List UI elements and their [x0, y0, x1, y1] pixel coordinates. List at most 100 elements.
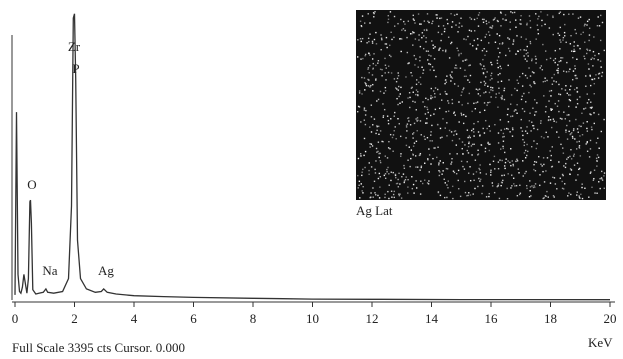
inset-dot [427, 137, 428, 138]
inset-dot [435, 87, 436, 88]
inset-dot [509, 131, 510, 132]
inset-dot [600, 15, 601, 16]
inset-dot [434, 147, 435, 148]
inset-dot [604, 50, 605, 51]
inset-dot [420, 46, 421, 47]
inset-dot [411, 33, 412, 34]
inset-dot [367, 69, 368, 70]
inset-dot [534, 161, 535, 162]
inset-dot [415, 118, 416, 119]
inset-dot [519, 76, 520, 77]
inset-dot [475, 160, 476, 161]
inset-dot [497, 48, 498, 49]
inset-dot [445, 50, 446, 51]
inset-dot [433, 48, 434, 49]
inset-dot [525, 101, 526, 102]
inset-dot [489, 164, 490, 165]
inset-dot [412, 31, 413, 32]
inset-dot [571, 169, 572, 170]
inset-dot [515, 27, 516, 28]
inset-dot [429, 154, 430, 155]
inset-dot [385, 90, 386, 91]
inset-dot [569, 89, 570, 90]
inset-dot [449, 153, 450, 154]
inset-dot [541, 65, 542, 66]
inset-dot [414, 142, 415, 143]
inset-dot [486, 23, 487, 24]
inset-dot [594, 93, 595, 94]
inset-dot [427, 158, 428, 159]
inset-dot [360, 38, 361, 39]
inset-dot [492, 87, 493, 88]
inset-dot [531, 86, 532, 87]
inset-dot [418, 66, 419, 67]
inset-dot [578, 18, 579, 19]
inset-dot [412, 188, 413, 189]
inset-dot [529, 15, 530, 16]
inset-dot [514, 88, 515, 89]
inset-dot [437, 89, 438, 90]
inset-dot [446, 197, 447, 198]
inset-dot [477, 101, 478, 102]
inset-dot [492, 185, 493, 186]
inset-dot [577, 163, 578, 164]
inset-dot [590, 148, 591, 149]
inset-dot [467, 79, 468, 80]
inset-dot [388, 120, 389, 121]
inset-dot [406, 176, 407, 177]
inset-dot [501, 160, 502, 161]
inset-dot [498, 161, 499, 162]
inset-dot [538, 156, 539, 157]
inset-dot [462, 141, 463, 142]
inset-dot [577, 99, 578, 100]
inset-dot [404, 168, 405, 169]
inset-dot [417, 120, 418, 121]
inset-dot [575, 106, 576, 107]
inset-dot [366, 85, 367, 86]
inset-dot [410, 124, 411, 125]
inset-dot [403, 21, 404, 22]
inset-dot [418, 82, 419, 83]
inset-dot [430, 95, 431, 96]
inset-dot [394, 191, 395, 192]
inset-dot [359, 197, 360, 198]
inset-dot [522, 131, 523, 132]
inset-dot [394, 197, 395, 198]
inset-dot [428, 148, 429, 149]
inset-dot [440, 195, 441, 196]
inset-dot [568, 14, 569, 15]
inset-dot [459, 138, 460, 139]
inset-dot [550, 182, 551, 183]
inset-dot [520, 19, 521, 20]
inset-dot [399, 38, 400, 39]
inset-dot [444, 179, 445, 180]
inset-dot [602, 72, 603, 73]
inset-dot [577, 103, 578, 104]
inset-dot [368, 79, 369, 80]
inset-dot [599, 178, 600, 179]
inset-dot [566, 62, 567, 63]
inset-dot [570, 194, 571, 195]
inset-dot [415, 166, 416, 167]
inset-dot [485, 91, 486, 92]
inset-dot [409, 146, 410, 147]
inset-dot [568, 94, 569, 95]
inset-dot [585, 75, 586, 76]
inset-dot [437, 147, 438, 148]
inset-dot [465, 116, 466, 117]
inset-dot [474, 30, 475, 31]
inset-dot [515, 161, 516, 162]
inset-dot [482, 59, 483, 60]
inset-label: Ag Lat [356, 203, 393, 218]
inset-dot [488, 196, 489, 197]
inset-dot [486, 20, 487, 21]
inset-dot [522, 108, 523, 109]
inset-dot [579, 196, 580, 197]
inset-dot [406, 126, 407, 127]
inset-dot [404, 30, 405, 31]
inset-dot [445, 182, 446, 183]
inset-dot [383, 117, 384, 118]
inset-dot [516, 35, 517, 36]
inset-dot [432, 66, 433, 67]
inset-dot [500, 129, 501, 130]
